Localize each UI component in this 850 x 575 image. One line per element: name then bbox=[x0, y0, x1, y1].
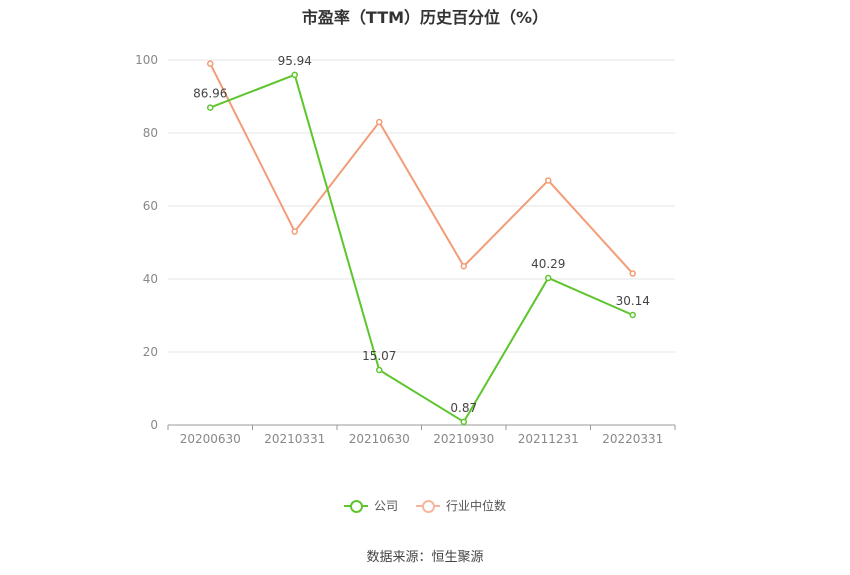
industry-median-data-point bbox=[545, 177, 552, 184]
y-tick-label: 20 bbox=[143, 345, 158, 359]
industry-median-series-line bbox=[209, 63, 634, 275]
x-tick-label: 20220331 bbox=[602, 432, 663, 446]
legend-item-company[interactable]: 公司 bbox=[343, 497, 398, 514]
legend: 公司 行业中位数 bbox=[0, 497, 850, 514]
data-source: 数据来源：恒生聚源 bbox=[366, 550, 484, 565]
legend-company-label: 公司 bbox=[373, 499, 398, 513]
legend-company-marker bbox=[343, 499, 368, 513]
company-data-point bbox=[460, 418, 467, 426]
company-data-label: 30.14 bbox=[616, 294, 650, 308]
y-axis: 0 20 40 60 80 100 bbox=[135, 53, 158, 432]
company-data-point bbox=[545, 274, 552, 282]
legend-industry-marker bbox=[416, 499, 440, 513]
company-data-point bbox=[291, 71, 298, 79]
x-tick-label: 20210930 bbox=[433, 432, 494, 446]
company-data-point bbox=[629, 311, 636, 319]
x-axis: 20200630 20210331 20210630 20210930 20211231… bbox=[167, 424, 676, 446]
industry-median-data-point bbox=[629, 270, 636, 277]
industry-median-data-point bbox=[291, 228, 298, 235]
company-data-label: 95.94 bbox=[278, 54, 312, 68]
y-tick-label: 0 bbox=[150, 418, 158, 432]
chart-title: 市盈率（TTM）历史百分位（%） bbox=[301, 8, 549, 27]
company-data-point bbox=[207, 104, 214, 111]
series-layer bbox=[207, 60, 636, 426]
industry-median-data-point bbox=[376, 118, 383, 126]
company-data-label: 40.29 bbox=[531, 257, 565, 271]
legend-item-industry-median[interactable]: 行业中位数 bbox=[416, 497, 506, 514]
company-data-point bbox=[376, 366, 383, 374]
grid-lines bbox=[168, 59, 675, 353]
company-data-label: 15.07 bbox=[362, 349, 396, 363]
x-tick-label: 20211231 bbox=[518, 432, 579, 446]
x-tick-label: 20200630 bbox=[180, 432, 241, 446]
y-tick-label: 60 bbox=[143, 199, 158, 213]
y-tick-label: 40 bbox=[143, 272, 158, 286]
data-labels: 86.96 95.94 15.07 0.87 40.29 30.14 bbox=[193, 54, 650, 415]
x-tick-label: 20210331 bbox=[264, 432, 325, 446]
legend-industry-label: 行业中位数 bbox=[446, 499, 507, 513]
company-series-line bbox=[209, 73, 634, 423]
y-tick-label: 80 bbox=[143, 126, 158, 140]
company-data-label: 86.96 bbox=[193, 87, 227, 101]
industry-median-data-point bbox=[460, 262, 467, 270]
company-data-label: 0.87 bbox=[450, 401, 477, 415]
y-tick-label: 100 bbox=[135, 53, 158, 67]
x-tick-label: 20210630 bbox=[349, 432, 410, 446]
industry-median-data-point bbox=[207, 60, 214, 67]
